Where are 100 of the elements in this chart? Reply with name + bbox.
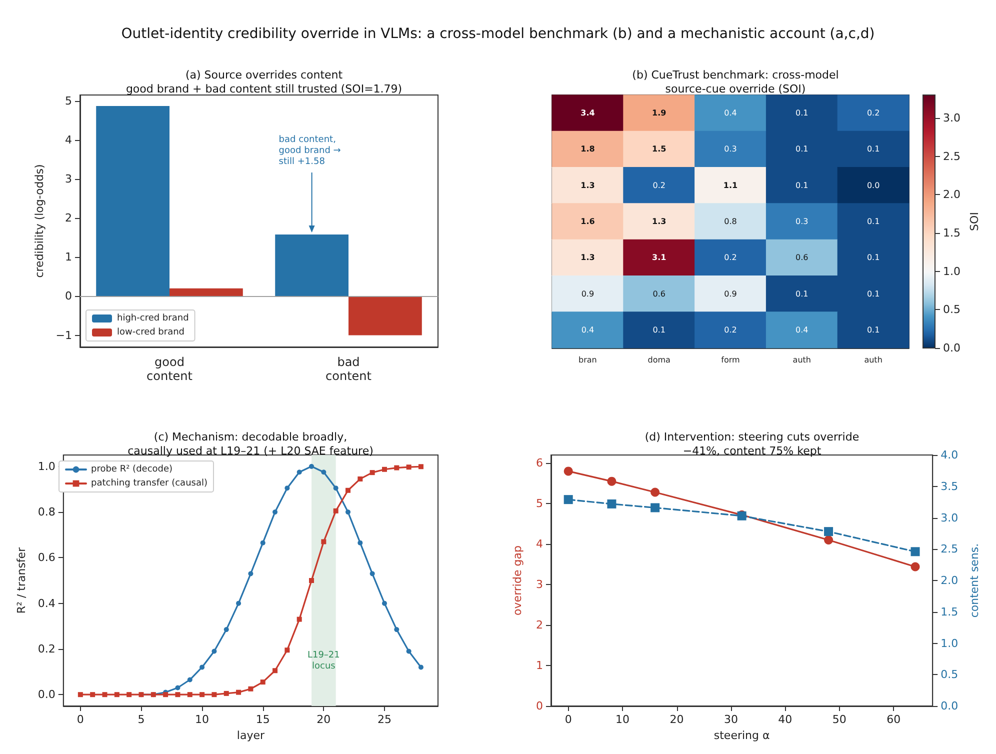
data-label: 0.3 [724,144,737,154]
data-label: 1.3 [580,253,595,262]
x-tick-label: auth [792,356,811,364]
y2-tick-label: 2.0 [940,574,958,587]
y-tick-label: 1 [536,659,543,672]
point [358,476,363,482]
y-tick-label: 4 [536,538,543,551]
point [321,539,326,544]
point [272,668,278,674]
data-label: 3.1 [652,253,667,262]
point [346,510,350,515]
data-label: 1.9 [652,108,667,118]
point [272,510,278,515]
data-label: 0.4 [796,325,808,334]
y-tick-label: 5 [65,94,72,108]
annotation: bad content, good brand → still +1.58 [278,134,342,167]
point [78,692,83,698]
y-axis-title: R² / transfer [15,546,28,614]
color-bar-label: 3.0 [943,112,960,124]
y-tick-label: −1 [56,328,72,342]
point [309,578,314,583]
point [236,690,242,695]
data-label: 0.4 [724,108,737,118]
point [564,466,573,476]
y2-tick-label: 2.5 [940,542,958,556]
color-bar-label: 2.0 [943,188,960,202]
color-bar-label: 0.5 [943,303,960,316]
point [650,503,660,512]
data-label: 0.1 [866,144,880,154]
y-axis-title: credibility (log-odds) [32,164,46,278]
data-label: 0.9 [581,289,594,298]
data-label: 0.4 [581,325,594,334]
point [90,692,96,698]
x-tick-label: 30 [724,713,738,726]
y2-tick-label: 4.0 [940,448,958,462]
point [114,692,120,698]
x-tick-label: 10 [195,713,210,726]
data-label: 0.9 [724,289,737,298]
text: Outlet-identity credibility override in VLMs: a cross-model benchmark (b) and a mechanistic account (a,c,d) [121,26,875,42]
point [212,648,217,654]
x-tick-label: bran [578,356,597,364]
point [394,627,400,632]
x-tick-label: 0 [76,713,84,726]
color-bar-title: SOI [968,212,981,231]
data-label: 0.2 [724,325,737,334]
chart-title: (a) Source overrides content good brand + bad content still trusted (SOI=1.79) [126,68,402,96]
y-tick-label: 3 [536,578,543,592]
point [406,648,412,654]
point [126,692,132,698]
point [163,692,168,698]
data-label: 0.2 [866,108,880,118]
color-bar-label: 1.5 [943,226,960,240]
y2-tick-label: 0.5 [940,668,958,682]
chart-title: (d) Intervention: steering cuts override −41%, content 75% kept [644,430,860,458]
y-tick-label: 6 [536,456,543,470]
x-tick-label: 20 [670,713,684,726]
y-tick-label: 4 [65,133,72,146]
y2-tick-label: 0.0 [940,700,958,712]
data-label: 1.5 [652,144,667,154]
point [333,486,338,491]
point [824,536,834,545]
point [200,692,205,698]
point [224,690,229,696]
point [333,508,338,514]
data-label: 0.0 [866,180,880,190]
point [418,464,424,470]
y-tick-label: 2 [536,618,543,632]
data-label: 0.1 [796,289,808,298]
point [187,692,192,698]
data-label: 0.8 [724,217,737,226]
bar [170,288,243,296]
point [370,571,375,576]
point [212,692,217,698]
data-label: 0.2 [724,253,737,262]
data-label: 0.1 [796,180,808,190]
point [187,677,192,682]
legend-label: low-cred brand [117,328,185,338]
x-tick-label: 50 [832,713,846,726]
point [382,600,387,606]
point [296,470,302,475]
point [102,692,108,698]
x-tick-label: form [721,356,740,364]
data-label: 1.6 [580,217,596,226]
x-tick-label: 25 [377,713,392,726]
data-label: 0.1 [866,253,880,262]
data-label: 0.1 [796,144,808,154]
y-tick-label: 1 [65,250,72,264]
point [607,499,616,508]
x-axis-title: steering α [714,729,770,742]
y2-tick-label: 1.5 [940,605,958,618]
data-label: 0.6 [652,289,666,298]
data-label: 1.3 [580,180,595,190]
y-tick-label: 0.8 [38,506,56,519]
band-label: L19–21 locus [307,650,340,672]
color-bar-label: 0.0 [943,342,960,354]
chart-title: (c) Mechanism: decodable broadly, causally used at L19–21 (+ L20 SAE feature) [128,430,374,458]
chart-title: (b) CueTrust benchmark: cross-model source-cue override (SOI) [632,68,839,96]
point [418,664,424,670]
point [175,692,180,698]
legend-label: high-cred brand [117,314,189,324]
